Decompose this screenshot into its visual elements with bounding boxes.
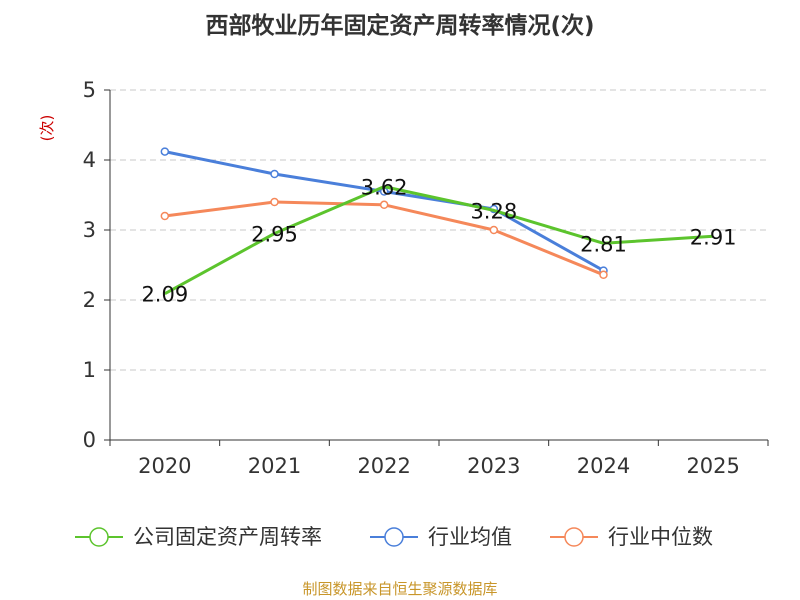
legend-marker: [89, 527, 109, 547]
y-tick-label: 4: [83, 148, 96, 172]
data-labels: 2.09 2.95 3.62 3.28 2.81 2.91: [141, 176, 736, 307]
legend-label: 公司固定资产周转率: [133, 525, 322, 549]
data-label: 2.95: [251, 223, 298, 247]
x-tick-label: 2023: [467, 454, 520, 478]
data-point[interactable]: [379, 200, 389, 210]
data-point[interactable]: [599, 270, 608, 280]
legend-label: 行业均值: [428, 525, 512, 549]
data-point[interactable]: [160, 211, 170, 221]
y-axis-label: (次): [38, 115, 56, 142]
legend-item-2[interactable]: 行业中位数: [550, 525, 713, 549]
x-tick-label: 2024: [577, 454, 630, 478]
data-point[interactable]: [270, 169, 279, 179]
series-0: [164, 185, 714, 296]
y-tick-label: 5: [83, 78, 96, 102]
axes: 0 1 2 3 4 5 2020 2021 2022 2023 2024 2025: [83, 78, 769, 478]
legend[interactable]: 公司固定资产周转率 行业均值 行业中位数: [75, 525, 713, 549]
data-label: 3.28: [470, 199, 517, 223]
data-label: 3.62: [361, 176, 408, 200]
series-1: [160, 147, 608, 275]
x-tick-label: 2022: [357, 454, 410, 478]
series-line: [164, 200, 605, 277]
y-tick-label: 1: [83, 358, 96, 382]
data-point[interactable]: [489, 225, 499, 235]
legend-marker: [564, 527, 584, 547]
series-line: [164, 185, 714, 296]
series-line: [164, 150, 605, 272]
grid: [110, 89, 768, 371]
data-point[interactable]: [160, 147, 170, 156]
data-point[interactable]: [270, 197, 279, 207]
series: [160, 147, 714, 296]
x-tick-label: 2021: [248, 454, 301, 478]
data-label: 2.09: [141, 283, 188, 307]
legend-item-1[interactable]: 行业均值: [370, 525, 512, 549]
x-tick-label: 2025: [686, 454, 739, 478]
legend-marker: [384, 527, 404, 547]
x-tick-label: 2020: [138, 454, 191, 478]
y-tick-label: 3: [83, 218, 96, 242]
source-note: 制图数据来自恒生聚源数据库: [302, 580, 497, 598]
series-2: [160, 197, 608, 280]
data-label: 2.81: [580, 232, 627, 256]
legend-item-0[interactable]: 公司固定资产周转率: [75, 525, 322, 549]
y-tick-label: 2: [83, 288, 96, 312]
y-tick-label: 0: [83, 428, 96, 452]
chart-title: 西部牧业历年固定资产周转率情况(次): [205, 12, 594, 39]
legend-label: 行业中位数: [608, 525, 713, 549]
data-label: 2.91: [690, 225, 737, 249]
